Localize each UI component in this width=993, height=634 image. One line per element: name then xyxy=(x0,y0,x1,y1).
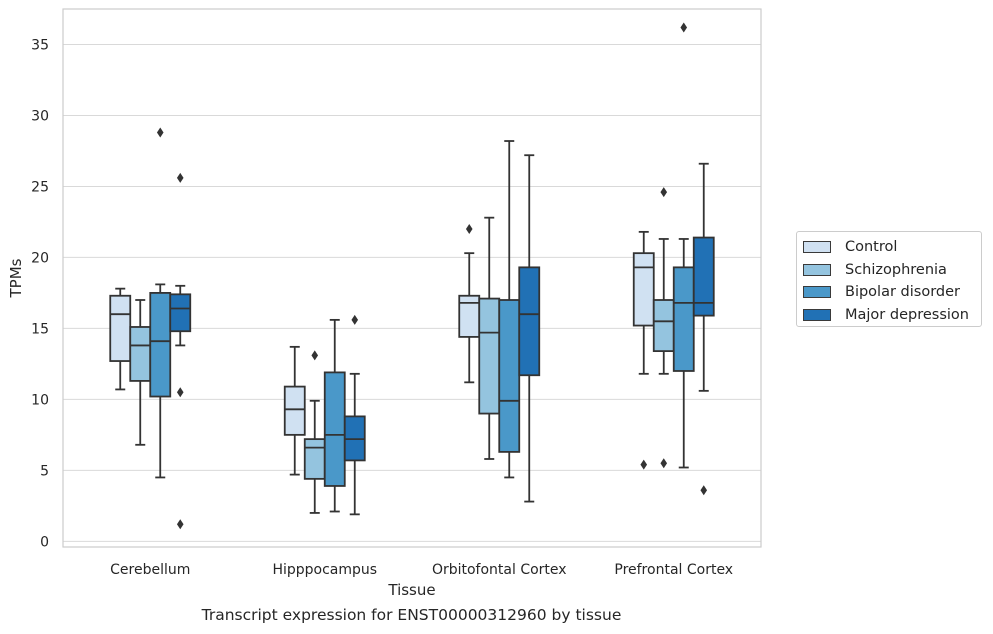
box-2-2 xyxy=(498,140,521,479)
box-body xyxy=(652,299,675,353)
box-body xyxy=(478,297,501,415)
y-tick-label-10: 10 xyxy=(31,392,49,408)
chart-caption: Transcript expression for ENST0000031296… xyxy=(201,606,622,624)
flier-point xyxy=(465,224,473,235)
x-tick-labels: Cerebellum Hipppocampus Orbitofontal Corte… xyxy=(110,562,733,578)
legend: Control Schizophrenia Bipolar disorder M… xyxy=(796,231,982,327)
box-0-2 xyxy=(149,127,172,479)
legend-item-control: Control xyxy=(803,236,981,259)
flier-point xyxy=(351,314,359,325)
legend-swatch-control xyxy=(803,241,831,254)
box-3-0 xyxy=(632,230,655,470)
y-tick-label-35: 35 xyxy=(31,37,49,53)
box-groups xyxy=(109,22,715,530)
y-tick-label-20: 20 xyxy=(31,250,49,266)
flier-point xyxy=(156,127,164,138)
box-1-3 xyxy=(343,314,366,516)
box-body xyxy=(498,299,521,453)
box-3-2 xyxy=(672,22,695,469)
flier-point xyxy=(176,172,184,183)
flier-point xyxy=(700,485,708,496)
box-body xyxy=(149,292,172,398)
box-3-1 xyxy=(652,187,675,469)
flier-point xyxy=(660,187,668,198)
y-tick-label-0: 0 xyxy=(40,534,49,550)
flier-point xyxy=(680,22,688,33)
flier-point xyxy=(640,459,648,470)
box-0-3 xyxy=(169,172,192,530)
legend-swatch-major-depression xyxy=(803,308,831,321)
plot-frame xyxy=(62,8,762,548)
box-body xyxy=(692,236,715,317)
box-body xyxy=(283,385,306,436)
legend-label-schizophrenia: Schizophrenia xyxy=(845,261,947,278)
x-tick-label-1: Hipppocampus xyxy=(272,562,377,578)
box-body xyxy=(458,294,481,338)
legend-swatch-schizophrenia xyxy=(803,263,831,276)
box-2-1 xyxy=(478,216,501,460)
y-tick-labels: 0 5 10 15 20 25 30 35 xyxy=(31,37,49,550)
box-0-1 xyxy=(129,299,152,446)
box-1-2 xyxy=(323,318,346,513)
x-tick-label-2: Orbitofontal Cortex xyxy=(432,562,567,578)
legend-item-schizophrenia: Schizophrenia xyxy=(803,259,981,282)
flier-point xyxy=(176,519,184,530)
box-body xyxy=(672,266,695,372)
y-tick-label-30: 30 xyxy=(31,108,49,124)
legend-item-major-depression: Major depression xyxy=(803,304,981,327)
box-body xyxy=(518,266,541,377)
legend-label-control: Control xyxy=(845,239,898,256)
box-body xyxy=(323,371,346,487)
legend-label-major-depression: Major depression xyxy=(845,306,969,323)
y-tick-label-5: 5 xyxy=(40,463,49,479)
flier-point xyxy=(176,387,184,398)
flier-point xyxy=(660,458,668,469)
y-tick-label-15: 15 xyxy=(31,321,49,337)
box-body xyxy=(632,252,655,327)
box-body xyxy=(169,293,192,333)
legend-item-bipolar-disorder: Bipolar disorder xyxy=(803,281,981,304)
y-axis-label: TPMs xyxy=(7,258,25,298)
x-tick-label-3: Prefrontal Cortex xyxy=(614,562,733,578)
y-tick-label-25: 25 xyxy=(31,179,49,195)
legend-label-bipolar-disorder: Bipolar disorder xyxy=(845,284,960,301)
box-2-3 xyxy=(518,154,541,503)
box-1-0 xyxy=(283,345,306,476)
box-body xyxy=(129,326,152,382)
box-0-0 xyxy=(109,287,132,391)
legend-swatch-bipolar-disorder xyxy=(803,286,831,299)
box-body xyxy=(109,294,132,362)
x-tick-label-0: Cerebellum xyxy=(110,562,190,578)
box-2-0 xyxy=(458,224,481,384)
flier-point xyxy=(311,350,319,361)
x-axis-label: Tissue xyxy=(387,581,435,599)
box-1-1 xyxy=(303,350,326,514)
box-body xyxy=(303,438,326,480)
box-3-3 xyxy=(692,162,715,496)
